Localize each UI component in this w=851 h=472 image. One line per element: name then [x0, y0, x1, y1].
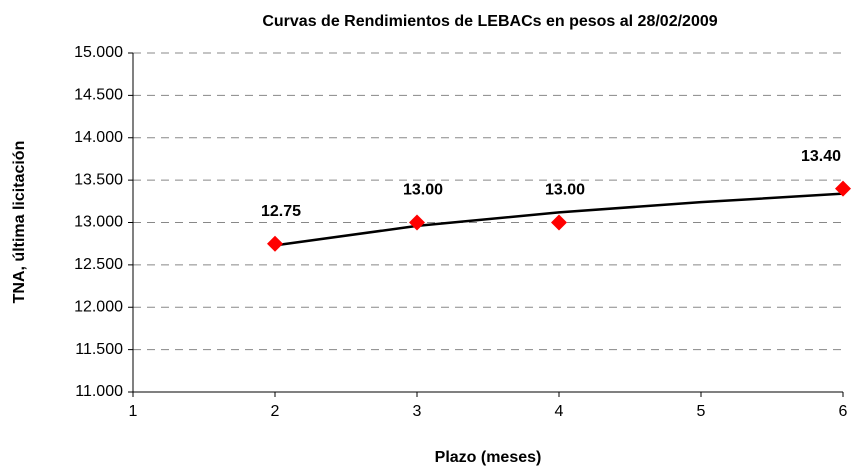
y-tick-label: 14.000: [74, 129, 123, 146]
data-label: 12.75: [261, 203, 301, 220]
data-label: 13.00: [403, 182, 443, 199]
x-tick-label: 4: [555, 403, 564, 420]
diamond-marker: [835, 180, 851, 197]
y-tick-label: 13.000: [74, 214, 123, 231]
y-tick-label: 14.500: [74, 87, 123, 104]
y-axis-label: TNA, última licitación: [11, 141, 28, 304]
y-tick-label: 15.000: [74, 44, 123, 61]
x-tick-label: 6: [839, 403, 848, 420]
y-tick-label: 11.000: [75, 383, 123, 400]
data-label: 13.00: [545, 182, 585, 199]
diamond-marker: [551, 214, 567, 231]
diamond-marker: [267, 235, 283, 252]
y-tick-label: 12.500: [74, 256, 123, 273]
x-tick-label: 1: [129, 403, 138, 420]
trendline: [274, 192, 844, 247]
x-tick-label: 2: [271, 403, 280, 420]
chart-title: Curvas de Rendimientos de LEBACs en peso…: [262, 13, 717, 30]
x-axis-label: Plazo (meses): [435, 449, 542, 466]
y-tick-label: 11.500: [75, 341, 123, 358]
x-tick-label: 3: [413, 403, 422, 420]
y-tick-label: 12.000: [74, 298, 123, 315]
diamond-marker: [409, 214, 425, 231]
data-label: 13.40: [801, 148, 841, 165]
y-tick-label: 13.500: [74, 171, 123, 188]
x-tick-label: 5: [697, 403, 706, 420]
